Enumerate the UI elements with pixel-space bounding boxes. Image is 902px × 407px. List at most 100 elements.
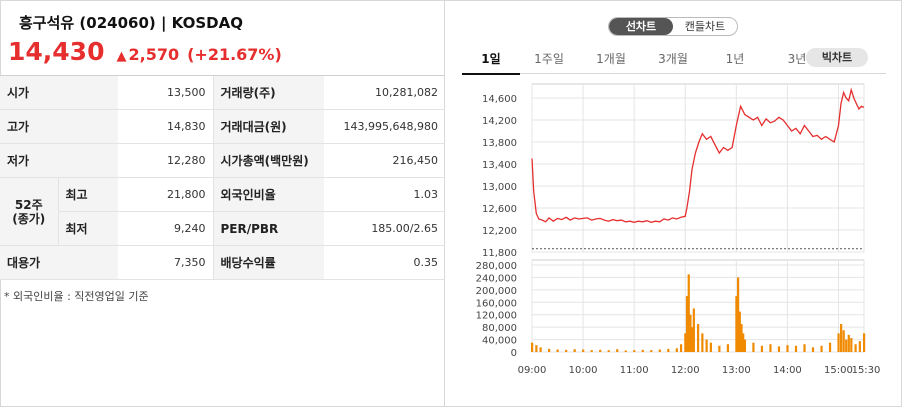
volume-bar	[667, 348, 670, 352]
chart-panel: 선차트 캔들차트 1일 1주일 1개월 3개월 1년 3년 빅차트 14,600…	[446, 0, 902, 407]
volume-bar	[679, 344, 683, 352]
x-tick-label: 12:00	[671, 365, 700, 376]
volume-bar	[692, 308, 695, 352]
label-trade-value: 거래대금(원)	[212, 109, 324, 144]
value-52week-low: 9,240	[118, 211, 213, 246]
label-open: 시가	[0, 75, 118, 110]
volume-bar	[701, 333, 704, 352]
chart-type-toggle: 선차트 캔들차트	[608, 17, 738, 36]
volume-bar	[684, 333, 687, 352]
x-tick-label: 13:00	[722, 365, 751, 376]
volume-bar	[811, 347, 815, 352]
intraday-chart[interactable]: 14,600 14,200 13,800 13,400 13,000 12,600 12,2…	[446, 80, 902, 380]
x-tick-label: 15:00	[824, 365, 853, 376]
value-52week-high: 21,800	[118, 177, 213, 212]
period-tabs: 1일 1주일 1개월 3개월 1년 3년	[462, 44, 886, 75]
volume-bar	[675, 348, 678, 352]
volume-tick-label: 40,000	[482, 336, 517, 347]
volume-bar	[769, 344, 772, 352]
value-market-cap: 216,450	[324, 143, 445, 178]
tab-1year[interactable]: 1년	[725, 52, 745, 66]
volume-tick-label: 120,000	[476, 311, 517, 322]
table-row: 고가 14,830 거래대금(원) 143,995,648,980	[0, 109, 445, 144]
value-high: 14,830	[118, 109, 213, 144]
volume-bar	[718, 345, 721, 352]
stock-title[interactable]: 흥구석유 (024060) | KOSDAQ	[19, 14, 243, 32]
volume-bar	[624, 350, 627, 352]
volume-bar	[573, 349, 576, 352]
up-arrow-icon: ▲	[116, 49, 127, 64]
volume-bar	[850, 338, 853, 352]
tab-1week[interactable]: 1주일	[534, 52, 564, 66]
volume-tick-label: 240,000	[476, 273, 517, 284]
x-tick-label: 10:00	[569, 365, 598, 376]
table-row: 저가 12,280 시가총액(백만원) 216,450	[0, 143, 445, 178]
volume-bar	[607, 350, 610, 352]
label-52week-high: 최고	[57, 177, 118, 212]
volume-tick-label: 80,000	[482, 323, 517, 334]
table-row: 시가 13,500 거래량(주) 10,281,082	[0, 75, 445, 110]
value-substitute-price: 7,350	[118, 245, 213, 280]
volume-bar	[726, 344, 729, 352]
current-price: 14,430	[8, 37, 105, 66]
tab-1month[interactable]: 1개월	[596, 52, 626, 66]
volume-bar	[842, 330, 845, 352]
volume-bar	[685, 296, 689, 352]
volume-bar	[820, 345, 823, 352]
x-tick-label: 15:30	[852, 365, 881, 376]
volume-bar	[760, 345, 764, 352]
volume-bar	[837, 333, 840, 352]
volume-bar	[687, 274, 690, 352]
table-row: 대용가 7,350 배당수익률 0.35	[0, 245, 445, 280]
volume-bar	[743, 339, 747, 352]
volume-bar	[531, 342, 534, 352]
change-rate: (+21.67%)	[187, 45, 282, 64]
label-52week: 52주 (종가)	[0, 177, 58, 246]
volume-bar	[633, 350, 636, 352]
price-tick-label: 13,800	[482, 138, 517, 149]
volume-bar	[599, 349, 602, 352]
volume-bar	[616, 349, 619, 352]
line-chart-button[interactable]: 선차트	[609, 18, 673, 35]
tab-3year[interactable]: 3년	[787, 52, 807, 66]
tab-1day[interactable]: 1일	[462, 50, 520, 75]
volume-bar	[565, 349, 568, 352]
value-volume: 10,281,082	[324, 75, 445, 110]
volume-bar	[742, 333, 745, 352]
x-tick-label: 09:00	[518, 365, 547, 376]
volume-bar	[735, 296, 738, 352]
volume-bar	[689, 314, 692, 352]
volume-bar	[548, 348, 551, 352]
value-dividend-yield: 0.35	[324, 245, 445, 280]
big-chart-button[interactable]: 빅차트	[806, 48, 868, 67]
volume-bar	[858, 341, 861, 352]
volume-bar	[847, 334, 850, 352]
value-foreign-ratio: 1.03	[324, 177, 445, 212]
price-tick-label: 14,200	[482, 116, 517, 127]
volume-bar	[709, 342, 712, 352]
label-market-cap: 시가총액(백만원)	[212, 143, 324, 178]
footnote: * 외국인비율 : 직전영업일 기준	[4, 290, 149, 303]
label-high: 고가	[0, 109, 118, 144]
volume-bar	[535, 345, 538, 352]
volume-bar	[650, 350, 653, 352]
volume-bar	[737, 277, 740, 352]
value-trade-value: 143,995,648,980	[324, 109, 445, 144]
volume-bar	[803, 344, 806, 352]
value-open: 13,500	[118, 75, 213, 110]
candle-chart-button[interactable]: 캔들차트	[684, 20, 726, 33]
change-amount: 2,570	[128, 45, 180, 64]
price-tick-label: 14,600	[482, 94, 517, 105]
quote-info-table: 시가 13,500 거래량(주) 10,281,082 고가 14,830 거래…	[0, 75, 445, 280]
volume-bar	[828, 342, 832, 352]
table-row: 52주 (종가) 최고 21,800 외국인비율 1.03	[0, 177, 445, 246]
tab-3month[interactable]: 3개월	[658, 52, 688, 66]
volume-bar	[854, 344, 857, 352]
table-row: 최저 9,240 PER/PBR 185.00/2.65	[0, 211, 445, 246]
price-tick-label: 12,600	[482, 204, 517, 215]
value-low: 12,280	[118, 143, 213, 178]
volume-bar	[582, 349, 585, 352]
volume-tick-label: 0	[511, 348, 517, 359]
volume-bar	[777, 346, 781, 352]
label-foreign-ratio: 외국인비율	[212, 177, 324, 212]
